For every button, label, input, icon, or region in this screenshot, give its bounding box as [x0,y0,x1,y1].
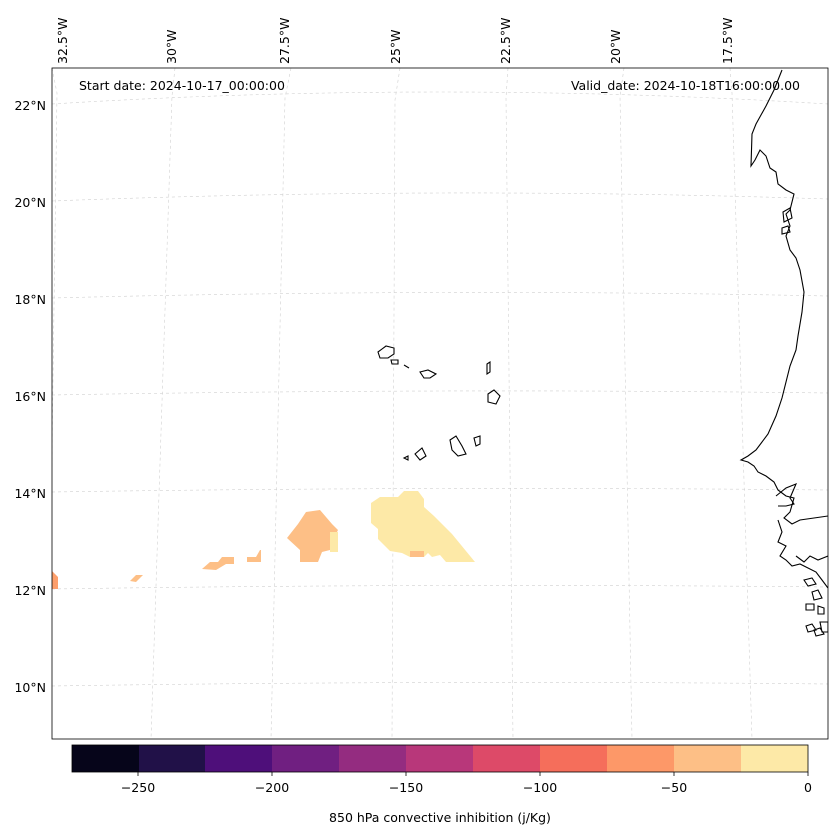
cin-region-light [371,491,475,562]
lat-label-14n: 14°N [14,486,46,501]
cin-region-light-east [330,532,338,552]
colorbar-segment [205,745,272,772]
colorbar-segment [339,745,406,772]
cin-region-orange-south [410,551,424,557]
island-santa-luzia [403,364,410,369]
map-frame [51,67,829,740]
island-fogo [414,447,427,461]
cin-field [52,491,475,589]
island-brava [402,455,409,461]
cin-region-orange-west [130,575,143,582]
cin-region-orange-small [247,550,261,562]
lat-label-12n: 12°N [14,583,46,598]
coastal-islet-b [781,225,791,235]
colorbar-tick-label: 0 [804,780,812,795]
cin-region-orange-mid [202,557,234,570]
colorbar-tick-label: −200 [255,780,289,795]
longitude-labels: 32.5°W 30°W 27.5°W 25°W 22.5°W 20°W 17.5… [55,18,735,64]
colorbar-segment [473,745,540,772]
lat-label-18n: 18°N [14,292,46,307]
lat-label-22n: 22°N [14,98,46,113]
coastlines [377,69,828,637]
colorbar-segment [674,745,741,772]
bijagos-islands [803,577,828,637]
lon-label-20w: 20°W [608,29,623,64]
colorbar-ticks [137,772,809,776]
lon-label-30w: 30°W [164,29,179,64]
colorbar-label: 850 hPa convective inhibition (j/Kg) [329,810,551,825]
lon-label-27-5w: 27.5°W [277,18,292,64]
island-maio [473,435,481,447]
gambia-coast [775,482,798,507]
map-panel: Start date: 2024-10-17_00:00:00 Valid_da… [51,67,829,740]
latitude-labels: 22°N 20°N 18°N 16°N 14°N 12°N 10°N [14,98,46,695]
colorbar-tick-labels: −250 −200 −150 −100 −50 0 [121,780,812,795]
map-background [52,68,828,739]
start-date-label: Start date: 2024-10-17_00:00:00 [79,78,285,93]
colorbar-segment [607,745,674,772]
lat-label-16n: 16°N [14,389,46,404]
island-sao-vicente [390,359,399,365]
coastal-islet-a [782,207,793,223]
colorbar: −250 −200 −150 −100 −50 0 850 hPa convec… [71,744,812,825]
guinea-bissau-coast [777,519,828,589]
colorbar-segment [72,745,139,772]
lon-label-25w: 25°W [388,29,403,64]
lat-label-20n: 20°N [14,195,46,210]
colorbar-tick-label: −150 [389,780,423,795]
colorbar-tick-label: −250 [121,780,155,795]
lon-label-32-5w: 32.5°W [55,18,70,64]
island-santo-antao [377,345,395,359]
colorbar-segments [72,745,808,772]
lon-label-17-5w: 17.5°W [720,18,735,64]
valid-date-label: Valid_date: 2024-10-18T16:00:00.00 [571,78,800,93]
colorbar-tick-label: −50 [661,780,687,795]
colorbar-segment [741,745,808,772]
colorbar-segment [272,745,339,772]
southern-coast [795,555,828,563]
cin-region-dark-orange-edge [52,571,58,589]
lon-label-22-5w: 22.5°W [498,18,513,64]
island-santiago [449,435,467,457]
cin-region-orange-east [287,510,338,562]
island-boa-vista [487,389,501,405]
island-sao-nicolau [419,369,438,379]
colorbar-frame [71,744,809,773]
colorbar-segment [406,745,473,772]
colorbar-tick-label: −100 [523,780,557,795]
colorbar-segment [540,745,607,772]
island-sal [486,360,491,376]
lat-label-10n: 10°N [14,680,46,695]
colorbar-segment [139,745,206,772]
